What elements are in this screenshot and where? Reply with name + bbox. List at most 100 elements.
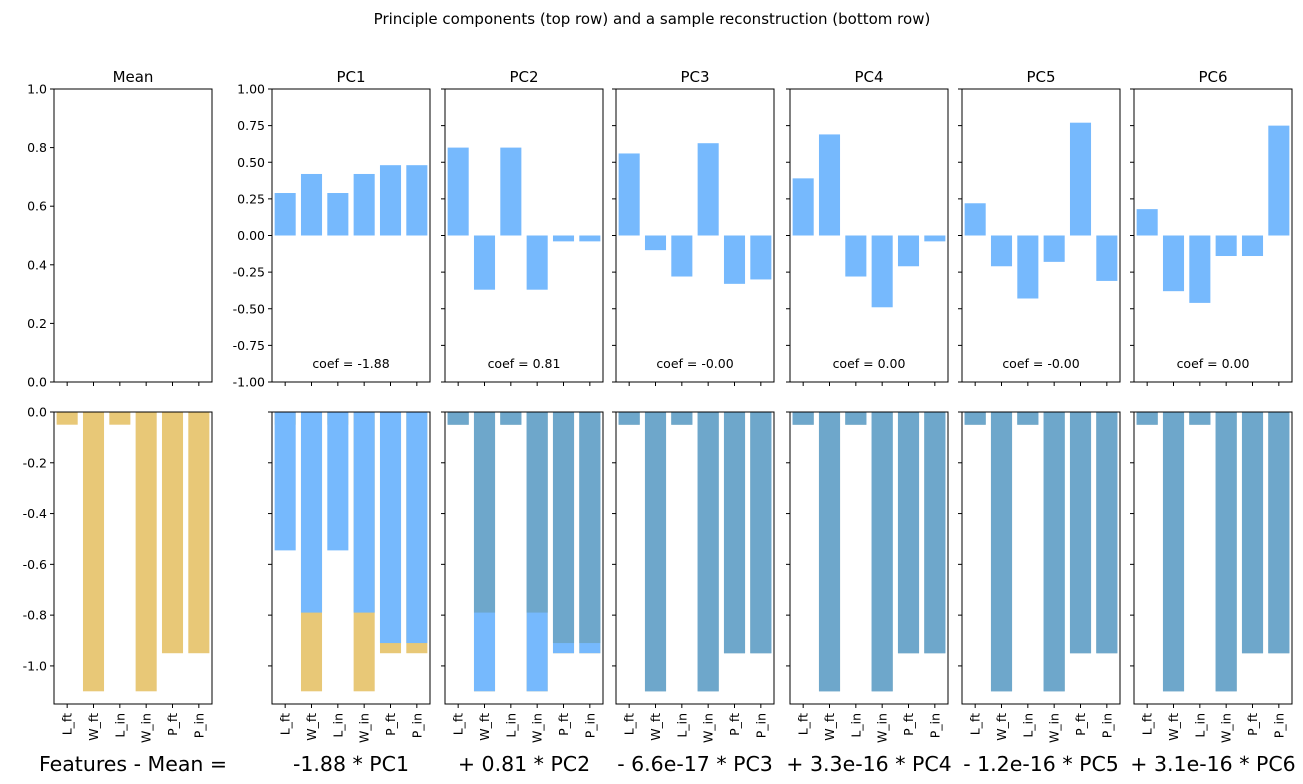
panel-title: PC5 [1026,68,1055,86]
bottom1-xtick-label-l-in: L_in [330,713,345,738]
axes-frame [53,411,213,705]
pc1-yaxis-tick-label-3: -0.25 [233,265,265,280]
bottom4-xtick-label-l-ft: L_ft [796,713,811,735]
mean-yaxis-tick-label-0: 0.0 [27,375,47,390]
bottom5-xtick-label-l-in: L_in [1020,713,1035,738]
bottom4-xtick-label-l-in: L_in [848,713,863,738]
previous-bar-p-ft [1069,412,1092,654]
pc1-yaxis-tick-label-2: -0.50 [233,301,265,316]
bottom1-xtick-label-w-ft: W_ft [304,713,319,741]
target-bar-w-ft [82,412,105,692]
top-panel-pc4: PC4 coef = 0.00 [786,68,949,386]
previous-bar-w-in [526,412,548,613]
axes-frame [615,411,775,705]
bottom4-xtick-label-w-ft: W_ft [822,713,837,741]
equation-term: + 0.81 * PC2 [458,752,590,776]
pc2-bar-l-in [500,147,522,236]
current-bar-l-ft [274,412,296,551]
pc6-bar-p-ft [1241,235,1264,257]
previous-bar-l-ft [618,412,640,425]
axes-frame [961,411,1121,705]
bottom6-xtick-label-l-ft: L_ft [1140,713,1155,735]
bottom-panel-pc4: L_ft W_ft L_in W_in P_ft P_in + 3.3e-16 * PC4 [786,411,952,776]
pc4-bar-w-in [871,235,893,308]
panel-title: PC3 [680,68,709,86]
equation-term: - 1.2e-16 * PC5 [963,752,1119,776]
pc5-bar-p-ft [1069,122,1092,236]
pc2-bar-w-ft [473,235,496,290]
pc5-bar-w-in [1043,235,1065,262]
pc5-bar-l-in [1017,235,1039,299]
bottom3-xtick-label-p-in: P_in [753,713,768,738]
bottom-panel-pc6: L_ft W_ft L_in W_in P_ft P_in + 3.1e-16 * PC6 [1130,411,1296,776]
pc1-bar-p-in [406,165,428,236]
pc6-bar-p-in [1268,125,1290,236]
previous-bar-w-in [697,412,719,692]
target-bar-l-ft [56,412,78,425]
equation-term: + 3.1e-16 * PC6 [1130,752,1295,776]
bottom4-xtick-label-p-in: P_in [927,713,942,738]
pc3-bar-l-ft [618,153,640,236]
equation-term: + 3.3e-16 * PC4 [786,752,951,776]
coef-label: coef = -0.00 [1002,356,1079,371]
axes-frame [271,411,431,705]
previous-bar-l-ft [964,412,986,425]
bottom1-xtick-label-l-ft: L_ft [278,713,293,735]
equation-term: -1.88 * PC1 [293,752,409,776]
previous-bar-p-ft [552,412,575,644]
bottom1-xtick-label-p-in: P_in [409,713,424,738]
axes-frame [53,88,213,383]
bottom2-xtick-label-l-ft: L_ft [451,713,466,735]
pc4-bar-w-ft [818,134,841,236]
mean-yaxis-tick-label-4: 0.8 [27,140,47,155]
bottom4-xtick-label-p-ft: P_ft [901,713,916,736]
top-panel-mean: Mean 0.0 0.2 0.4 0.6 0.8 1.0 [27,68,213,390]
panel-title: PC6 [1198,68,1227,86]
bottom0-yaxis-tick-label-2: -0.6 [23,557,47,572]
pc4-bar-p-in [924,235,946,242]
figure-title: Principle components (top row) and a sam… [374,10,931,28]
previous-bar-l-in [500,412,522,425]
bottom6-xtick-label-w-ft: W_ft [1166,713,1181,741]
bottom5-xtick-label-p-in: P_in [1099,713,1114,738]
pc1-bar-l-in [327,193,349,236]
pc1-bar-w-ft [300,173,323,236]
current-bar-w-ft [300,412,323,613]
pc2-bar-p-in [579,235,601,242]
bottom2-xtick-label-p-ft: P_ft [556,713,571,736]
previous-bar-w-ft [644,412,667,692]
target-bar-p-ft [161,412,184,654]
pc3-bar-w-in [697,143,719,236]
bottom0-yaxis-tick-label-0: -1.0 [23,658,47,673]
previous-bar-p-in [1096,412,1118,654]
bottom6-xtick-label-p-in: P_in [1271,713,1286,738]
axes-frame [961,88,1121,383]
coef-label: coef = -0.00 [656,356,733,371]
current-bar-l-in [327,412,349,551]
top-panel-pc1: PC1 -1.00 -0.75 -0.50 -0.25 0.00 0.25 0.50 0.75 1… [233,68,431,390]
previous-bar-p-in [579,412,601,644]
bottom0-xtick-label-p-ft: P_ft [165,713,180,736]
top-panel-pc5: PC5 coef = -0.00 [958,68,1121,386]
previous-bar-w-ft [818,412,841,692]
bottom5-xtick-label-l-ft: L_ft [968,713,983,735]
bottom0-yaxis-tick-label-3: -0.4 [23,506,47,521]
top-panel-pc2: PC2 coef = 0.81 [441,68,604,386]
pc3-bar-p-in [750,235,772,280]
previous-bar-l-in [845,412,867,425]
pc1-bar-p-ft [379,165,402,236]
bottom5-xtick-label-p-ft: P_ft [1073,713,1088,736]
target-bar-l-in [109,412,131,425]
bottom3-xtick-label-l-in: L_in [674,713,689,738]
top-panel-pc3: PC3 coef = -0.00 [612,68,775,386]
bottom0-yaxis-tick-label-1: -0.8 [23,608,47,623]
previous-bar-p-ft [1241,412,1264,654]
previous-bar-l-ft [1136,412,1158,425]
pc1-yaxis-tick-label-0: -1.00 [233,375,265,390]
previous-bar-l-in [671,412,693,425]
bottom-panel-pc2: L_ft W_ft L_in W_in P_ft P_in + 0.81 * PC2 [441,411,604,776]
bottom0-xtick-label-l-in: L_in [112,713,127,738]
coef-label: coef = 0.00 [833,356,906,371]
pc4-bar-p-ft [897,235,920,267]
